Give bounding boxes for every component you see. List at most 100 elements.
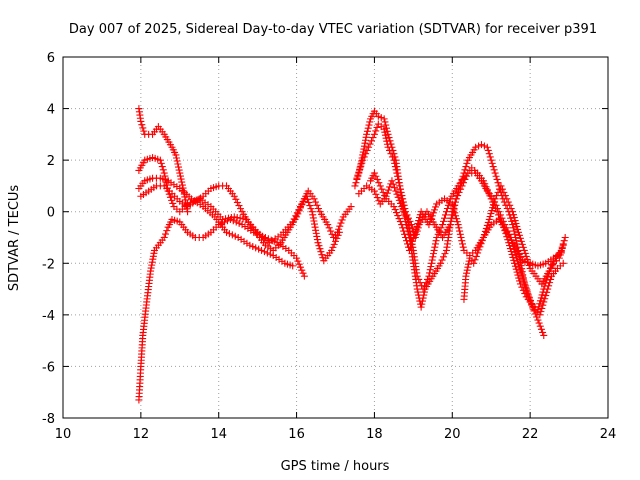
data-point <box>559 259 567 267</box>
data-point <box>493 175 501 183</box>
data-point <box>483 143 491 151</box>
data-point <box>357 162 365 170</box>
data-point <box>223 228 230 236</box>
data-point <box>516 277 524 285</box>
data-point <box>521 290 529 298</box>
data-point <box>535 319 543 327</box>
data-point <box>474 249 482 257</box>
data-point <box>148 261 156 269</box>
data-point <box>405 246 413 254</box>
data-point <box>426 218 434 226</box>
data-point <box>352 179 360 187</box>
data-point <box>382 121 390 129</box>
data-point <box>302 192 310 200</box>
data-point <box>557 248 565 256</box>
data-point <box>514 247 522 255</box>
data-point <box>308 208 316 216</box>
data-point <box>393 190 401 198</box>
data-point <box>138 121 146 129</box>
data-point <box>561 234 569 241</box>
data-point <box>162 230 170 238</box>
data-point <box>538 304 546 312</box>
data-point <box>375 197 383 205</box>
data-point <box>461 175 469 183</box>
data-point <box>398 203 406 211</box>
data-point <box>507 247 515 255</box>
data-point <box>137 117 145 125</box>
series-10 <box>460 182 567 303</box>
data-point <box>400 227 408 235</box>
data-point <box>485 189 493 197</box>
data-point <box>228 231 236 239</box>
data-point <box>480 142 488 150</box>
data-point <box>232 195 240 203</box>
data-point <box>403 237 411 245</box>
data-point <box>293 254 301 262</box>
data-point <box>396 218 404 226</box>
data-point <box>539 328 547 336</box>
data-point <box>295 260 303 268</box>
data-point <box>387 150 395 158</box>
data-point <box>483 221 491 229</box>
data-point <box>418 300 426 308</box>
data-point <box>427 215 435 223</box>
data-point <box>415 217 423 225</box>
data-point <box>510 227 518 235</box>
x-tick-label: 18 <box>366 427 383 442</box>
data-point <box>441 214 448 222</box>
data-point <box>369 134 377 142</box>
data-point <box>456 230 464 238</box>
data-point <box>517 237 525 245</box>
data-point <box>192 196 200 204</box>
data-point <box>508 217 516 225</box>
data-point <box>392 209 400 217</box>
data-point <box>383 137 391 145</box>
data-point <box>555 254 563 262</box>
data-point <box>429 253 437 261</box>
data-point <box>402 212 410 220</box>
data-point <box>397 188 405 196</box>
data-point <box>157 159 165 167</box>
data-point <box>391 163 399 171</box>
data-point <box>363 127 371 135</box>
data-point <box>475 142 483 150</box>
data-point <box>307 205 315 213</box>
data-point <box>381 131 389 139</box>
data-point <box>520 278 528 286</box>
data-point <box>515 251 523 259</box>
data-point <box>472 143 480 151</box>
data-point <box>393 169 401 177</box>
data-point <box>426 269 434 277</box>
data-point <box>298 266 306 274</box>
data-point <box>479 234 487 241</box>
data-point <box>356 165 364 173</box>
data-point <box>463 266 471 274</box>
data-point <box>437 224 445 232</box>
data-point <box>164 187 172 195</box>
data-point <box>390 156 398 164</box>
data-point <box>364 124 372 132</box>
data-point <box>255 245 263 253</box>
data-point <box>560 237 568 245</box>
data-point <box>372 172 380 180</box>
data-point <box>416 279 424 287</box>
data-point <box>407 240 415 248</box>
data-point <box>471 256 479 264</box>
data-point <box>514 225 522 233</box>
data-point <box>443 204 451 212</box>
data-point <box>480 230 488 238</box>
data-point <box>518 283 526 291</box>
data-point <box>335 225 343 233</box>
data-point <box>263 249 271 257</box>
data-point <box>370 130 378 138</box>
data-point <box>519 243 527 251</box>
data-point <box>525 261 533 269</box>
x-axis-label: GPS time / hours <box>281 459 390 474</box>
data-point <box>230 213 238 221</box>
data-point <box>189 197 197 205</box>
data-point <box>413 285 421 293</box>
data-point <box>421 282 429 290</box>
data-point <box>414 288 422 296</box>
data-point <box>163 184 171 192</box>
data-point <box>165 190 173 198</box>
